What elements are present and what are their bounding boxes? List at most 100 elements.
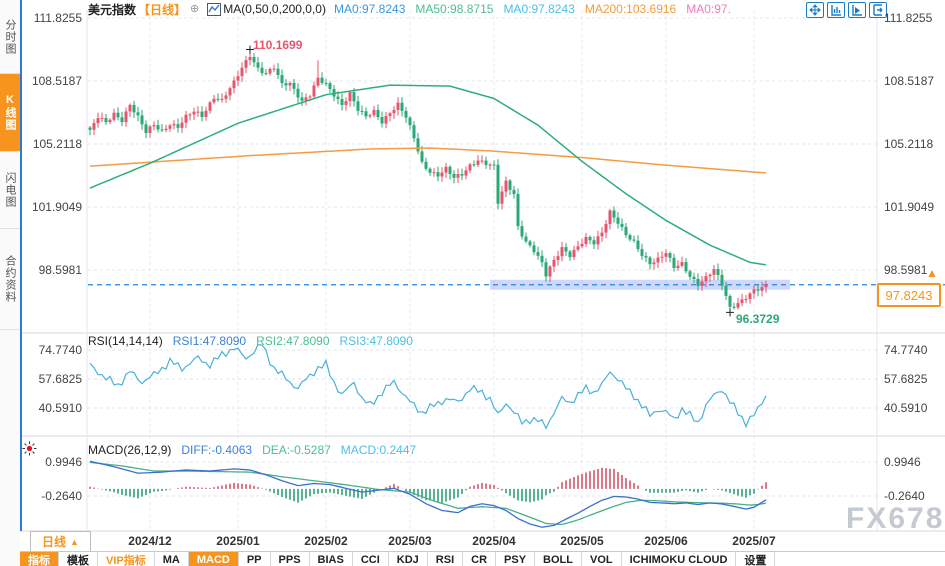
toolbar-item-vol[interactable]: VOL xyxy=(582,552,622,566)
rsi-axis-label: 74.7740 xyxy=(38,343,82,357)
macd-axis-label: 0.9946 xyxy=(884,455,921,469)
toolbar-item-bias[interactable]: BIAS xyxy=(310,552,353,566)
axis-scale-icon[interactable] xyxy=(827,2,845,18)
macd-axis-label: -0.2640 xyxy=(41,489,82,503)
axis-scroll-icon[interactable] xyxy=(848,2,866,18)
macd-title: MACD(26,12,9) xyxy=(88,443,172,457)
toolbar-item-pp[interactable]: PP xyxy=(239,552,271,566)
symbol-name: 美元指数 xyxy=(88,2,137,17)
ma-readouts: MA0:97.8243 MA50:98.8715 MA0:97.8243 MA200:… xyxy=(334,2,731,16)
high-cross-marker xyxy=(246,45,254,54)
date-label: 2024/12 xyxy=(128,534,172,548)
toolbar-item-指标[interactable]: 指标 xyxy=(20,552,59,566)
price-axis-label: 111.8255 xyxy=(33,11,82,25)
ma200-line xyxy=(89,147,767,174)
ma-readout-5: MA0:97. xyxy=(686,2,731,16)
rsi3-readout: RSI3:47.8090 xyxy=(339,334,413,348)
sidebar-tab-2[interactable]: K线图 xyxy=(0,74,20,152)
macd-histogram xyxy=(89,467,767,503)
price-up-arrow-icon: ▲ xyxy=(926,266,938,280)
price-axis-label: 111.8255 xyxy=(884,11,933,25)
toolbar-item-pps[interactable]: PPS xyxy=(271,552,310,566)
toolbar-item-ma[interactable]: MA xyxy=(155,552,189,566)
date-label: 2025/06 xyxy=(644,534,688,548)
rsi1-readout: RSI1:47.8090 xyxy=(172,334,247,348)
macd-dea-readout: DEA:-0.5287 xyxy=(262,443,331,457)
toolbar-item-vip指标[interactable]: VIP指标 xyxy=(98,552,155,566)
pan-crosshair-icon[interactable] xyxy=(806,2,824,18)
watermark: FX678 xyxy=(846,502,945,535)
toolbar-item-cr[interactable]: CR xyxy=(463,552,497,566)
rsi-axis-label: 57.6825 xyxy=(38,372,82,386)
ma-readout-1: MA0:97.8243 xyxy=(333,2,406,16)
date-label: 2025/07 xyxy=(732,534,776,548)
rsi-title: RSI(14,14,14) xyxy=(88,334,163,348)
indicator-toolbar: 指标 模板 VIP指标 MA MACD PP PPS BIAS CCI KDJ RSI CR PSY BO… xyxy=(20,551,945,566)
rsi-pane-header: RSI(14,14,14) RSI1:47.8090 RSI2:47.8090 … xyxy=(88,334,413,348)
price-axis-label: 108.5187 xyxy=(884,74,935,88)
beacon-icon[interactable] xyxy=(22,441,37,461)
toolbar-item-boll[interactable]: BOLL xyxy=(535,552,582,566)
price-axis-label: 98.5981 xyxy=(38,263,82,277)
toolbar-item-设置[interactable]: 设置 xyxy=(736,552,776,566)
rsi-axis-label: 40.5910 xyxy=(884,401,928,415)
price-axis-label: 101.9049 xyxy=(884,200,935,214)
ma-settings: MA(0,50,0,200,0,0) xyxy=(223,2,326,16)
low-price-label: 96.3729 xyxy=(736,312,780,326)
sidebar-tab-3[interactable]: 闪电图 xyxy=(0,152,20,229)
price-axis-label: 105.2118 xyxy=(884,137,934,151)
toolbar-item-ichimoku-cloud[interactable]: ICHIMOKU CLOUD xyxy=(622,552,737,566)
macd-dea-line xyxy=(89,461,767,526)
price-axis-label: 98.5981 xyxy=(884,263,928,277)
sidebar-tab-4[interactable]: 合约资料 xyxy=(0,229,20,330)
chart-type-icon[interactable] xyxy=(207,2,222,16)
high-price-label: 110.1699 xyxy=(253,38,303,52)
chart-mode-sidebar: 分时图 K线图 闪电图 合约资料 xyxy=(0,0,20,566)
toolbar-item-rsi[interactable]: RSI xyxy=(428,552,464,566)
rsi-axis-label: 40.5910 xyxy=(38,401,82,415)
rsi2-readout: RSI2:47.8090 xyxy=(256,334,330,348)
date-label: 2025/02 xyxy=(304,534,348,548)
toolbar-item-cci[interactable]: CCI xyxy=(353,552,389,566)
ma-readout-3: MA0:97.8243 xyxy=(503,2,575,16)
sidebar-filler xyxy=(0,330,20,566)
period-tag: 【日线】 xyxy=(138,2,187,17)
period-up-triangle-icon: ▲ xyxy=(70,536,79,547)
rsi-line xyxy=(89,344,767,430)
macd-diff-readout: DIFF:-0.4063 xyxy=(181,443,253,457)
chart-toolbar-icons xyxy=(806,2,887,18)
period-selector[interactable]: 日线 ▲ xyxy=(30,531,91,552)
last-price-badge: 97.8243 xyxy=(877,283,941,307)
candlestick-series xyxy=(88,49,768,313)
macd-axis-label: -0.2640 xyxy=(884,489,925,503)
macd-axis-label: 0.9946 xyxy=(45,455,82,469)
snap-latest-icon[interactable] xyxy=(869,2,887,18)
date-label: 2025/03 xyxy=(388,534,432,548)
circle-plus-icon[interactable]: ⊕ xyxy=(190,2,200,15)
pane-splitter[interactable] xyxy=(20,0,22,531)
ma50-line xyxy=(89,84,767,266)
date-label: 2025/04 xyxy=(472,534,516,548)
ma-readout-4: MA200:103.6916 xyxy=(584,2,677,16)
rsi-axis-label: 74.7740 xyxy=(884,343,928,357)
macd-pane-header: MACD(26,12,9) DIFF:-0.4063 DEA:-0.5287 M… xyxy=(88,443,416,457)
price-axis-label: 101.9049 xyxy=(31,200,82,214)
macd-diff-line xyxy=(89,460,767,528)
toolbar-item-psy[interactable]: PSY xyxy=(496,552,536,566)
toolbar-item-macd[interactable]: MACD xyxy=(188,552,239,566)
price-axis-label: 108.5187 xyxy=(31,74,82,88)
sidebar-tab-1[interactable]: 分时图 xyxy=(0,0,20,74)
price-axis-label: 105.2118 xyxy=(32,137,82,151)
chart-header: 美元指数 【日线】 ⊕ MA(0,50,0,200,0,0) MA0:97.8243… xyxy=(88,1,731,17)
rsi-axis-label: 57.6825 xyxy=(884,372,928,386)
date-label: 2025/01 xyxy=(216,534,260,548)
toolbar-item-模板[interactable]: 模板 xyxy=(59,552,98,566)
ma-readout-2: MA50:98.8715 xyxy=(415,2,494,16)
toolbar-item-kdj[interactable]: KDJ xyxy=(389,552,428,566)
date-label: 2025/05 xyxy=(560,534,604,548)
period-selector-label: 日线 xyxy=(42,535,67,549)
low-cross-marker xyxy=(726,308,734,317)
macd-macd-readout: MACD:0.2447 xyxy=(340,443,417,457)
